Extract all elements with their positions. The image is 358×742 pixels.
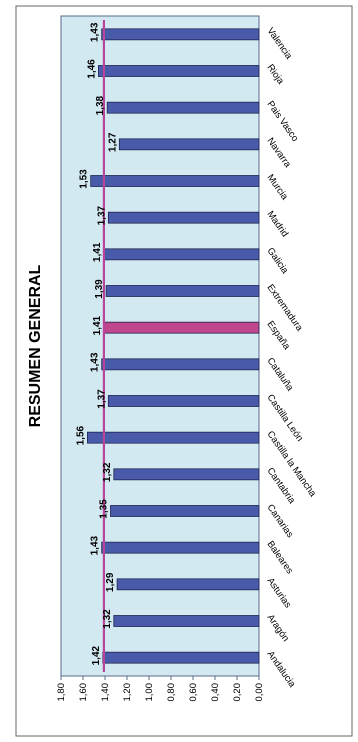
value-axis-tick-label: 1,00 — [144, 683, 155, 702]
data-label: 1,39 — [94, 279, 105, 299]
chart-title: RESUMEN GENERAL — [27, 264, 44, 427]
bar-castilla-la-mancha — [87, 431, 260, 444]
data-label: 1,29 — [105, 572, 116, 592]
data-label: 1,37 — [96, 389, 107, 409]
data-label: 1,41 — [92, 242, 103, 262]
bar-cataluna — [101, 358, 260, 371]
bar-madrid — [107, 211, 260, 224]
bar-castilla-leon — [107, 395, 260, 407]
bar-navarra — [118, 138, 260, 151]
data-label: 1,38 — [95, 95, 106, 115]
data-label: 1,32 — [102, 462, 113, 482]
data-label: 1,41 — [92, 315, 103, 335]
bar-baleares — [101, 541, 260, 554]
bar-cantabria — [113, 468, 260, 481]
value-axis-ticks: 0,00 0,20 0,40 0,60 0,80 1,00 1,20 1,40 1,60 1,80 — [56, 676, 265, 702]
bar-murcia — [90, 175, 260, 187]
bar-canarias — [110, 505, 260, 517]
value-axis-tick-label: 0,40 — [210, 683, 221, 702]
data-labels: 1,42 1,32 1,29 1,43 1,35 1,32 1,56 1,37 1,43 1,41… — [75, 22, 118, 665]
bar-espana — [103, 321, 260, 334]
value-axis-tick-label: 1,20 — [122, 683, 133, 702]
value-axis-tick-label: 0,00 — [254, 683, 265, 702]
value-axis-tick-label: 1,80 — [56, 683, 67, 702]
bar-galicia — [103, 248, 260, 261]
bar-andalucia — [102, 651, 260, 664]
data-label: 1,53 — [79, 169, 90, 189]
data-label: 1,56 — [75, 425, 86, 445]
data-label: 1,27 — [107, 132, 118, 152]
value-axis-tick-label: 0,60 — [188, 683, 199, 702]
data-label: 1,35 — [99, 499, 110, 519]
plot-area — [60, 15, 260, 677]
bar-aragon — [113, 615, 260, 627]
data-label: 1,46 — [86, 59, 97, 79]
value-axis-tick-label: 0,80 — [166, 683, 177, 702]
bar-pais-vasco — [106, 101, 260, 114]
data-label: 1,32 — [102, 609, 113, 629]
bar-valencia — [101, 28, 260, 41]
bar-rioja — [98, 65, 260, 77]
data-label: 1,42 — [91, 645, 102, 665]
value-axis-tick-label: 1,60 — [78, 683, 89, 702]
bars — [87, 28, 260, 664]
data-label: 1,43 — [90, 22, 101, 42]
data-label: 1,43 — [90, 352, 101, 372]
data-label: 1,43 — [90, 535, 101, 555]
bar-extremadura — [105, 285, 260, 297]
value-axis-tick-label: 0,20 — [232, 683, 243, 702]
data-label: 1,37 — [96, 205, 107, 225]
bar-asturias — [116, 578, 260, 591]
value-axis-tick-label: 1,40 — [100, 683, 111, 702]
